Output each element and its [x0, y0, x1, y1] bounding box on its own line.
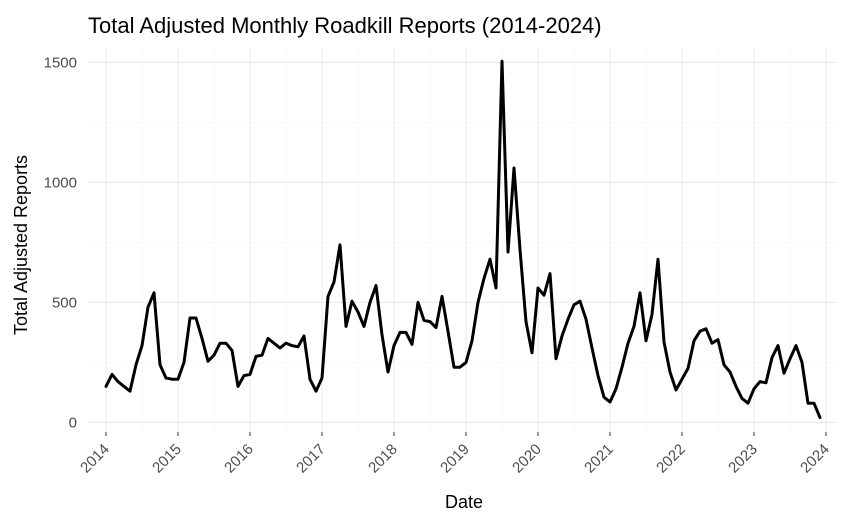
x-tick-label: 2024 — [797, 441, 833, 477]
x-tick-label: 2017 — [293, 441, 329, 477]
x-tick-label: 2020 — [509, 441, 545, 477]
major-gridlines — [88, 48, 838, 432]
minor-gridlines — [88, 48, 838, 432]
y-tick-label: 1000 — [44, 174, 77, 191]
x-tick-label: 2021 — [581, 441, 617, 477]
y-tick-label: 0 — [69, 414, 77, 431]
series-layer — [104, 59, 822, 420]
y-axis-ticks: 0 500 1000 1500 — [44, 54, 77, 431]
x-tick-label: 2015 — [149, 441, 185, 477]
x-tick-label: 2016 — [221, 441, 257, 477]
x-axis-title: Date — [445, 492, 483, 512]
x-tick-label: 2014 — [77, 441, 113, 477]
y-axis-title: Total Adjusted Reports — [11, 155, 31, 335]
y-tick-label: 500 — [52, 294, 77, 311]
y-tick-label: 1500 — [44, 54, 77, 71]
x-tick-label: 2019 — [437, 441, 473, 477]
x-tick-label: 2023 — [725, 441, 761, 477]
series-line — [104, 59, 822, 420]
x-axis-ticks: 2014 2015 2016 2017 2018 2019 2020 2021 2022 2023… — [77, 432, 833, 476]
x-tick-label: 2018 — [365, 441, 401, 477]
chart-title: Total Adjusted Monthly Roadkill Reports … — [88, 13, 602, 38]
x-tick-label: 2022 — [653, 441, 689, 477]
